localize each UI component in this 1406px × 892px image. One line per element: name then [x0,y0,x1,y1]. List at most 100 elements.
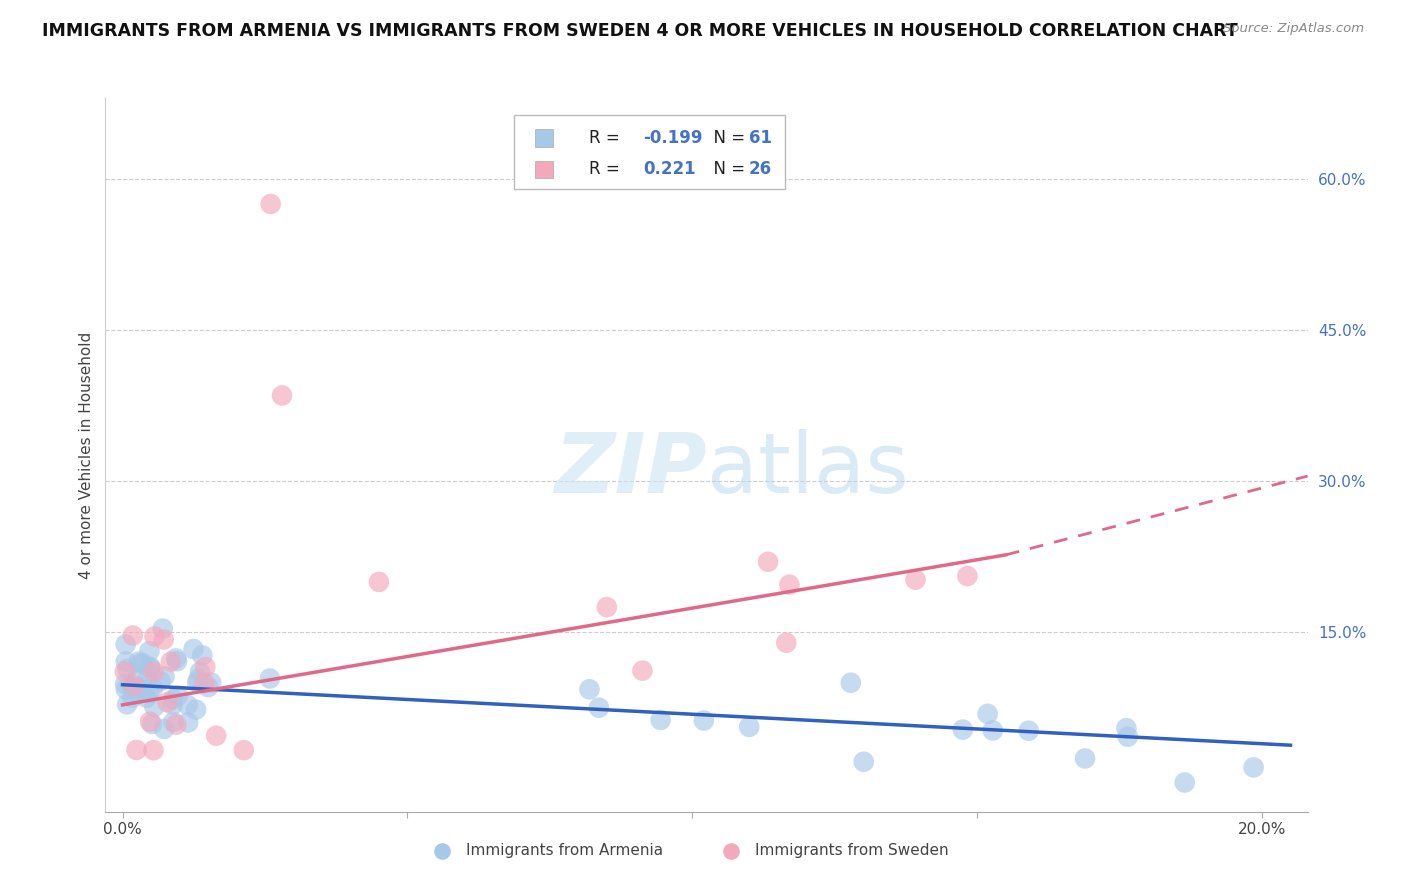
Point [1018,723,1040,738]
Point [156,695,179,709]
Point [852,755,875,769]
Point [152,622,174,636]
Point [121,628,143,642]
Point [778,577,800,591]
Point [738,720,761,734]
Text: Source: ZipAtlas.com: Source: ZipAtlas.com [1223,22,1364,36]
Point [114,637,136,651]
Point [976,706,998,721]
Point [121,690,143,705]
Point [138,644,160,658]
Point [186,675,208,690]
Bar [534,129,553,147]
Point [141,717,163,731]
Point [162,698,184,712]
Point [166,689,188,703]
Point [271,388,294,402]
Point [127,680,149,694]
Point [115,698,138,712]
Point [114,665,136,679]
Point [127,670,149,684]
Point [191,648,214,663]
Point [166,654,188,668]
Point [139,714,162,729]
Point [127,687,149,701]
Point [183,642,205,657]
Point [1115,721,1137,735]
Point [138,686,160,700]
Text: N =: N = [703,129,751,147]
Point [693,714,716,728]
Point [153,669,176,683]
Point [142,681,165,696]
Point [143,630,166,644]
Point [904,573,927,587]
Point [260,197,283,211]
Text: R =: R = [589,129,624,147]
Point [650,713,672,727]
Point [114,677,136,691]
Point [117,662,139,676]
Point [200,675,222,690]
Point [162,692,184,706]
Text: Immigrants from Sweden: Immigrants from Sweden [755,844,948,858]
Point [162,714,184,729]
Text: 0.221: 0.221 [643,161,696,178]
Point [232,743,254,757]
Point [125,743,148,757]
Point [631,664,654,678]
Point [149,674,172,689]
Point [132,657,155,671]
Point [122,679,145,693]
Point [165,717,187,731]
Point [121,681,143,695]
Point [775,636,797,650]
Point [1074,751,1097,765]
Point [142,743,165,757]
Point [132,683,155,698]
Point [177,698,200,712]
Point [205,729,228,743]
Point [981,723,1004,738]
Point [588,700,610,714]
Text: IMMIGRANTS FROM ARMENIA VS IMMIGRANTS FROM SWEDEN 4 OR MORE VEHICLES IN HOUSEHOL: IMMIGRANTS FROM ARMENIA VS IMMIGRANTS FR… [42,22,1237,40]
Text: ZIP: ZIP [554,429,707,509]
Text: 61: 61 [748,129,772,147]
Bar [534,161,553,178]
Point [139,661,162,675]
Point [135,690,157,705]
FancyBboxPatch shape [515,114,785,189]
Point [187,672,209,686]
Point [368,574,391,589]
Text: Immigrants from Armenia: Immigrants from Armenia [467,844,664,858]
Point [952,723,974,737]
Point [188,665,211,679]
Point [143,700,166,714]
Text: -0.199: -0.199 [643,129,703,147]
Point [956,569,979,583]
Point [129,657,152,671]
Point [197,680,219,694]
Text: R =: R = [589,161,630,178]
Text: 26: 26 [748,161,772,178]
Point [1174,775,1197,789]
Point [1243,760,1265,774]
Point [136,673,159,687]
Y-axis label: 4 or more Vehicles in Household: 4 or more Vehicles in Household [79,331,94,579]
Point [1116,730,1139,744]
Point [839,675,862,690]
Point [114,682,136,697]
Point [596,600,619,615]
Text: atlas: atlas [707,429,908,509]
Point [153,722,176,736]
Point [756,555,779,569]
Point [165,651,187,665]
Point [128,655,150,669]
Point [139,660,162,674]
Point [578,682,600,697]
Point [159,655,181,669]
Point [114,655,136,669]
Point [152,632,174,647]
Text: N =: N = [703,161,751,178]
Point [259,672,281,686]
